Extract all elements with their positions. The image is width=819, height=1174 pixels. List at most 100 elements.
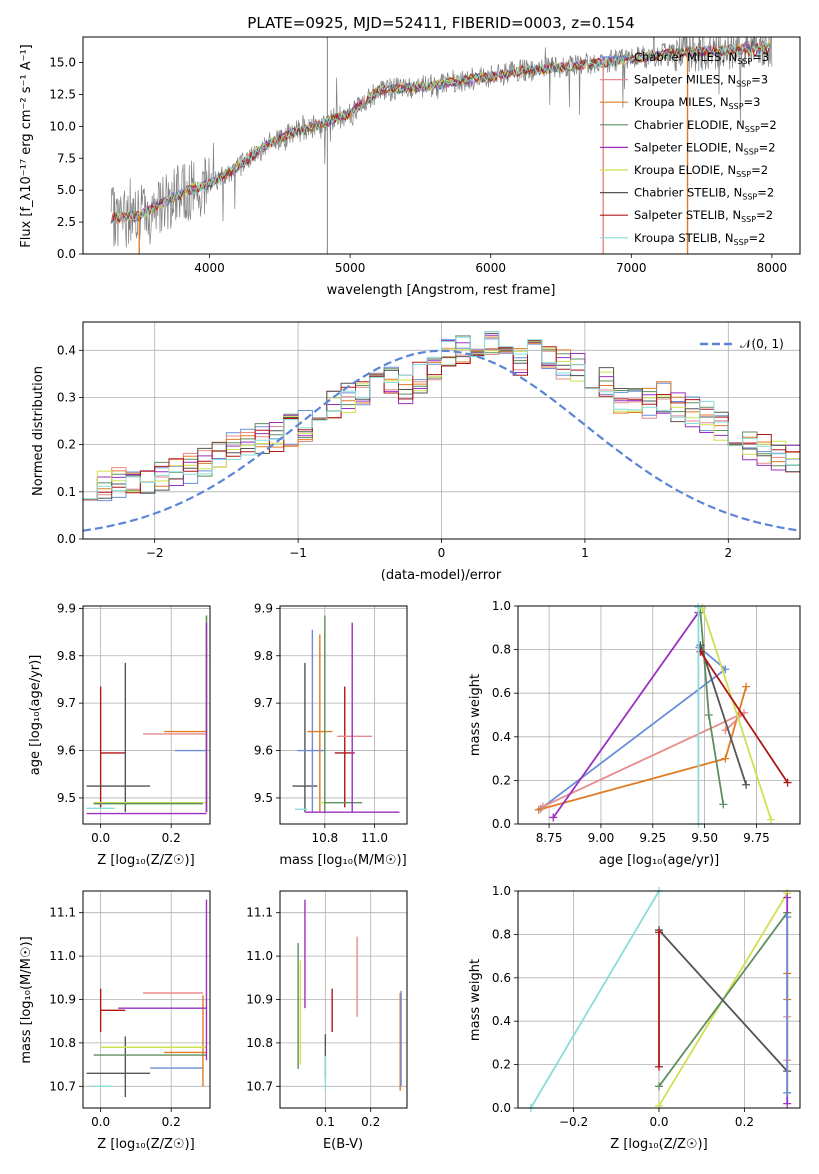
spectrum-ytick-label: 15.0 — [49, 56, 76, 70]
legend-label-tail: =3 — [751, 73, 768, 87]
weight_vs_z-xtick-label: 0.0 — [649, 1115, 668, 1129]
weight-marker — [655, 1062, 663, 1071]
spectrum-ytick-label: 7.5 — [57, 151, 76, 165]
residuals-ytick-label: 0.0 — [57, 532, 76, 546]
spectrum-xlabel: wavelength [Angstrom, rest frame] — [327, 283, 556, 298]
legend-label-tail: =2 — [757, 186, 774, 200]
model-line — [110, 40, 772, 224]
weight_vs_age-xtick-label: 9.25 — [639, 831, 666, 845]
weight-vs-age-ylabel: mass weight — [468, 674, 483, 756]
age-vs-z-axes-frame — [82, 605, 211, 825]
legend-label-subscript: SSP — [745, 125, 760, 134]
age-vs-z-panel: 0.0 0.2 9.5 9.6 9.7 9.8 9.9 Z [log₁₀(Z/Z☉)] ag… — [28, 601, 211, 868]
gaussian-curve — [82, 349, 801, 532]
weight-line — [658, 929, 788, 1072]
mass-vs-ebv-xlabel: E(B-V) — [323, 1137, 363, 1152]
spectrum-xtick-label: 8000 — [757, 261, 788, 275]
age-vs-z-xlabel: Z [log₁₀(Z/Z☉)] — [97, 853, 194, 868]
spectrum-legend: Chabrier MILES, NSSP=3 Salpeter MILES, NS… — [600, 50, 777, 247]
mass_vs_ebv-ytick-label: 10.7 — [246, 1079, 273, 1093]
weight_vs_z-ytick-label: 0.4 — [492, 1014, 511, 1028]
spectrum-ylabel: Flux [f_λ10⁻¹⁷ erg cm⁻² s⁻¹ A⁻¹] — [19, 44, 34, 248]
spectrum-title: PLATE=0925, MJD=52411, FIBERID=0003, z=0… — [247, 14, 634, 32]
legend-label-tail: =2 — [751, 163, 768, 177]
legend-label-subscript: SSP — [744, 147, 759, 156]
residual-histogram — [83, 340, 800, 500]
weight_vs_age-ytick-label: 0.6 — [492, 686, 511, 700]
weight-marker — [783, 1099, 792, 1108]
age_vs_z-ytick-label: 9.5 — [57, 791, 76, 805]
age-vs-mass-xlabel: mass [log₁₀(M/M☉)] — [279, 853, 406, 868]
mass_vs_ebv-xtick-label: 0.2 — [361, 1115, 380, 1129]
mass_vs_ebv-ytick-label: 10.9 — [246, 993, 273, 1007]
residuals-ytick-label: 0.1 — [57, 485, 76, 499]
mass_vs_z-ytick-label: 11.1 — [49, 906, 76, 920]
age_vs_mass-xtick-label: 11.0 — [361, 831, 388, 845]
weight-marker — [742, 780, 751, 789]
weight_vs_z-ytick-label: 0.8 — [492, 927, 511, 941]
mass_vs_z-ytick-label: 10.9 — [49, 993, 76, 1007]
age_vs_z-xtick-label: 0.2 — [162, 831, 181, 845]
residuals-xtick-label: 1 — [581, 546, 589, 560]
age-vs-z-ylabel: age [log₁₀(age/yr)] — [28, 655, 43, 776]
weight_vs_age-xtick-label: 9.00 — [588, 831, 615, 845]
legend-label-tail: =3 — [744, 95, 761, 109]
legend-label-subscript: SSP — [737, 57, 752, 66]
weight-vs-z-panel: −0.2 0.0 0.2 0.0 0.2 0.4 0.6 0.8 1.0 Z [log₁₀(Z/… — [468, 884, 801, 1152]
spectrum-ytick-label: 10.0 — [49, 119, 76, 133]
weight-marker — [783, 893, 792, 902]
gaussian-legend-label: 𝒩(0, 1) — [740, 337, 784, 351]
spectrum-ytick-label: 2.5 — [57, 215, 76, 229]
age_vs_mass-ytick-label: 9.8 — [254, 649, 273, 663]
age_vs_mass-ytick-label: 9.9 — [254, 601, 273, 615]
weight_vs_z-xtick-label: 0.2 — [735, 1115, 754, 1129]
weight-vs-z-ylabel: mass weight — [468, 959, 483, 1041]
weight-marker — [766, 815, 775, 824]
legend-label-tail: =2 — [756, 208, 773, 222]
legend-label: Salpeter ELODIE, NSSP=2 — [634, 140, 776, 156]
legend-label: Chabrier MILES, NSSP=3 — [634, 50, 769, 66]
mass_vs_ebv-ytick-label: 11.0 — [246, 949, 273, 963]
mass_vs_ebv-ytick-label: 10.8 — [246, 1036, 273, 1050]
age_vs_z-ytick-label: 9.7 — [57, 696, 76, 710]
legend-label-subscript: SSP — [729, 102, 744, 111]
weight_vs_z-xtick-label: −0.2 — [559, 1115, 588, 1129]
weight_vs_age-ytick-label: 0.4 — [492, 730, 511, 744]
weight-marker — [719, 800, 728, 809]
mass_vs_z-xtick-label: 0.2 — [162, 1115, 181, 1129]
weight_vs_age-xtick-label: 9.50 — [691, 831, 718, 845]
age_vs_z-ytick-label: 9.6 — [57, 744, 76, 758]
age_vs_z-ytick-label: 9.9 — [57, 601, 76, 615]
weight_vs_z-ytick-label: 0.6 — [492, 971, 511, 985]
spectrum-xtick-label: 5000 — [335, 261, 366, 275]
legend-label: Chabrier STELIB, NSSP=2 — [634, 186, 774, 202]
weight_vs_age-ytick-label: 1.0 — [492, 599, 511, 613]
weight-line — [701, 607, 772, 820]
spectrum-xtick-label: 7000 — [616, 261, 647, 275]
residual-histogram — [83, 332, 800, 500]
weight-vs-age-xlabel: age [log₁₀(age/yr)] — [599, 853, 720, 868]
weight-marker — [655, 928, 663, 937]
legend-label: Salpeter STELIB, NSSP=2 — [634, 208, 773, 224]
residuals-ytick-label: 0.2 — [57, 438, 76, 452]
mass_vs_z-ytick-label: 10.7 — [49, 1079, 76, 1093]
weight-line — [552, 611, 700, 819]
mass-vs-z-ylabel: mass [log₁₀(M/M☉)] — [19, 936, 34, 1063]
weight_vs_z-ytick-label: 1.0 — [492, 884, 511, 898]
spectrum-xtick-label: 4000 — [194, 261, 225, 275]
weight-marker — [549, 813, 558, 822]
mass_vs_z-ytick-label: 10.8 — [49, 1036, 76, 1050]
age_vs_z-ytick-label: 9.8 — [57, 649, 76, 663]
legend-label: Salpeter MILES, NSSP=3 — [634, 73, 768, 89]
age_vs_z-xtick-label: 0.0 — [91, 831, 110, 845]
weight-marker — [655, 1082, 663, 1091]
legend-label-tail: =2 — [749, 231, 766, 245]
residuals-ytick-label: 0.4 — [57, 343, 76, 357]
spectrum-axes-frame — [82, 36, 801, 255]
residuals-xtick-label: −2 — [146, 546, 164, 560]
mass_vs_z-ytick-label: 11.0 — [49, 949, 76, 963]
weight-line — [699, 644, 747, 786]
residual-histogram — [83, 331, 800, 500]
weight-marker — [783, 778, 792, 787]
weight-marker — [534, 805, 543, 814]
